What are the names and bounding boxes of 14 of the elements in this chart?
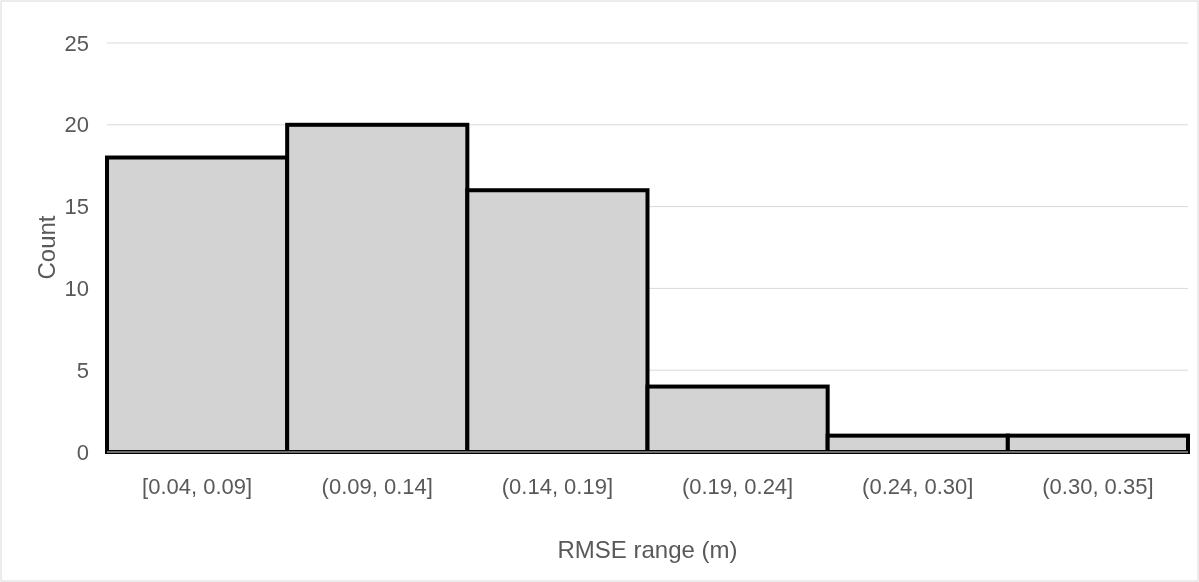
y-tick-label: 25 [64,30,89,56]
y-tick-label: 15 [64,194,89,220]
x-tick-label: (0.09, 0.14] [321,474,433,499]
y-tick-label: 10 [64,275,89,301]
y-tick-label: 0 [76,439,89,465]
x-tick-label: (0.14, 0.19] [501,474,614,499]
x-axis-title: RMSE range (m) [557,536,738,563]
x-tick-label: (0.30, 0.35] [1042,474,1154,499]
y-tick-label: 20 [64,112,89,138]
x-tick-label: (0.19, 0.24] [681,474,794,499]
x-tick-label: [0.04, 0.09] [142,474,253,499]
y-axis-title: Count [33,215,60,280]
y-tick-label: 5 [76,357,89,383]
x-tick-label: (0.24, 0.30] [862,474,974,499]
